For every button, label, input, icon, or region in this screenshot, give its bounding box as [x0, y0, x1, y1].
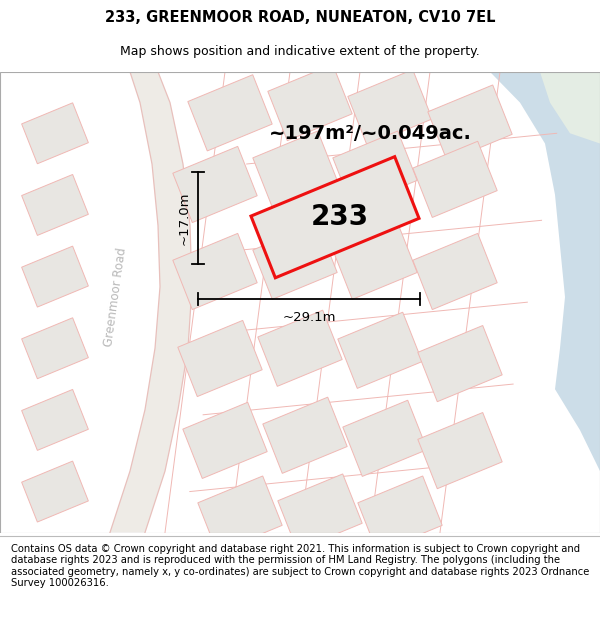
- Text: 233: 233: [311, 203, 369, 231]
- Polygon shape: [198, 476, 282, 552]
- Polygon shape: [258, 310, 342, 386]
- Polygon shape: [348, 69, 432, 146]
- Polygon shape: [251, 157, 419, 278]
- Polygon shape: [173, 233, 257, 309]
- Polygon shape: [22, 246, 88, 307]
- Polygon shape: [188, 75, 272, 151]
- Polygon shape: [333, 223, 417, 299]
- Polygon shape: [343, 400, 427, 476]
- Text: ~197m²/~0.049ac.: ~197m²/~0.049ac.: [269, 124, 472, 142]
- Polygon shape: [173, 146, 257, 222]
- Text: Greenmoor Road: Greenmoor Road: [101, 247, 128, 348]
- Polygon shape: [22, 318, 88, 379]
- Polygon shape: [418, 326, 502, 402]
- Polygon shape: [268, 64, 352, 141]
- Text: Contains OS data © Crown copyright and database right 2021. This information is : Contains OS data © Crown copyright and d…: [11, 544, 589, 588]
- Polygon shape: [418, 412, 502, 489]
- Polygon shape: [22, 174, 88, 236]
- Text: 233, GREENMOOR ROAD, NUNEATON, CV10 7EL: 233, GREENMOOR ROAD, NUNEATON, CV10 7EL: [105, 11, 495, 26]
- Polygon shape: [253, 131, 337, 208]
- Polygon shape: [178, 321, 262, 397]
- Polygon shape: [110, 72, 192, 532]
- Polygon shape: [278, 474, 362, 550]
- Polygon shape: [263, 397, 347, 473]
- Text: ~17.0m: ~17.0m: [178, 191, 191, 245]
- Polygon shape: [22, 461, 88, 522]
- Text: Map shows position and indicative extent of the property.: Map shows position and indicative extent…: [120, 45, 480, 58]
- Polygon shape: [338, 312, 422, 388]
- Polygon shape: [22, 103, 88, 164]
- Polygon shape: [490, 72, 600, 532]
- Polygon shape: [413, 141, 497, 218]
- Polygon shape: [413, 233, 497, 309]
- Text: ~29.1m: ~29.1m: [282, 311, 336, 324]
- Polygon shape: [22, 389, 88, 451]
- Polygon shape: [333, 131, 417, 208]
- Polygon shape: [183, 402, 267, 479]
- Polygon shape: [540, 72, 600, 144]
- Polygon shape: [428, 85, 512, 161]
- Polygon shape: [253, 223, 337, 299]
- Polygon shape: [358, 476, 442, 552]
